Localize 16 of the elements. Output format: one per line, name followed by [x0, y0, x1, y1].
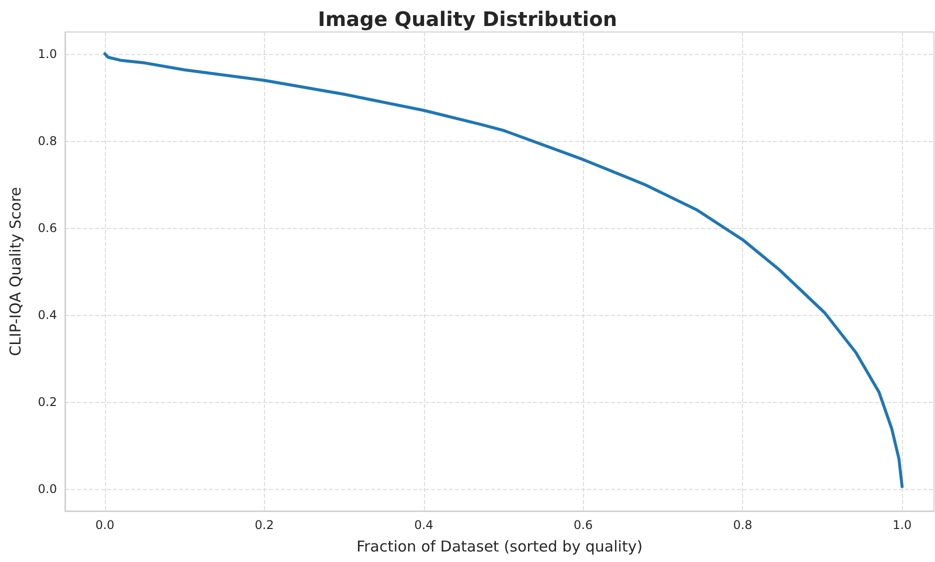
y-tick-label: 0.0	[38, 482, 57, 496]
x-axis-title: Fraction of Dataset (sorted by quality)	[356, 538, 643, 556]
y-tick-label: 0.4	[38, 308, 57, 322]
y-tick-label: 0.8	[38, 134, 57, 148]
x-tick-label: 0.6	[574, 518, 593, 532]
y-axis-title: CLIP-IQA Quality Score	[6, 186, 24, 356]
y-tick-label: 0.6	[38, 220, 57, 235]
x-tick-label: 0.0	[95, 518, 114, 532]
x-tick-label: 0.8	[733, 518, 752, 532]
x-tick-label: 0.2	[254, 518, 274, 532]
y-tick-label: 1.0	[38, 46, 57, 61]
chart-title: Image Quality Distribution	[318, 7, 618, 31]
y-tick-label: 0.2	[38, 395, 57, 410]
x-tick-label: 1.0	[892, 518, 912, 532]
x-tick-label: 0.4	[414, 518, 434, 532]
line-series	[103, 52, 904, 488]
